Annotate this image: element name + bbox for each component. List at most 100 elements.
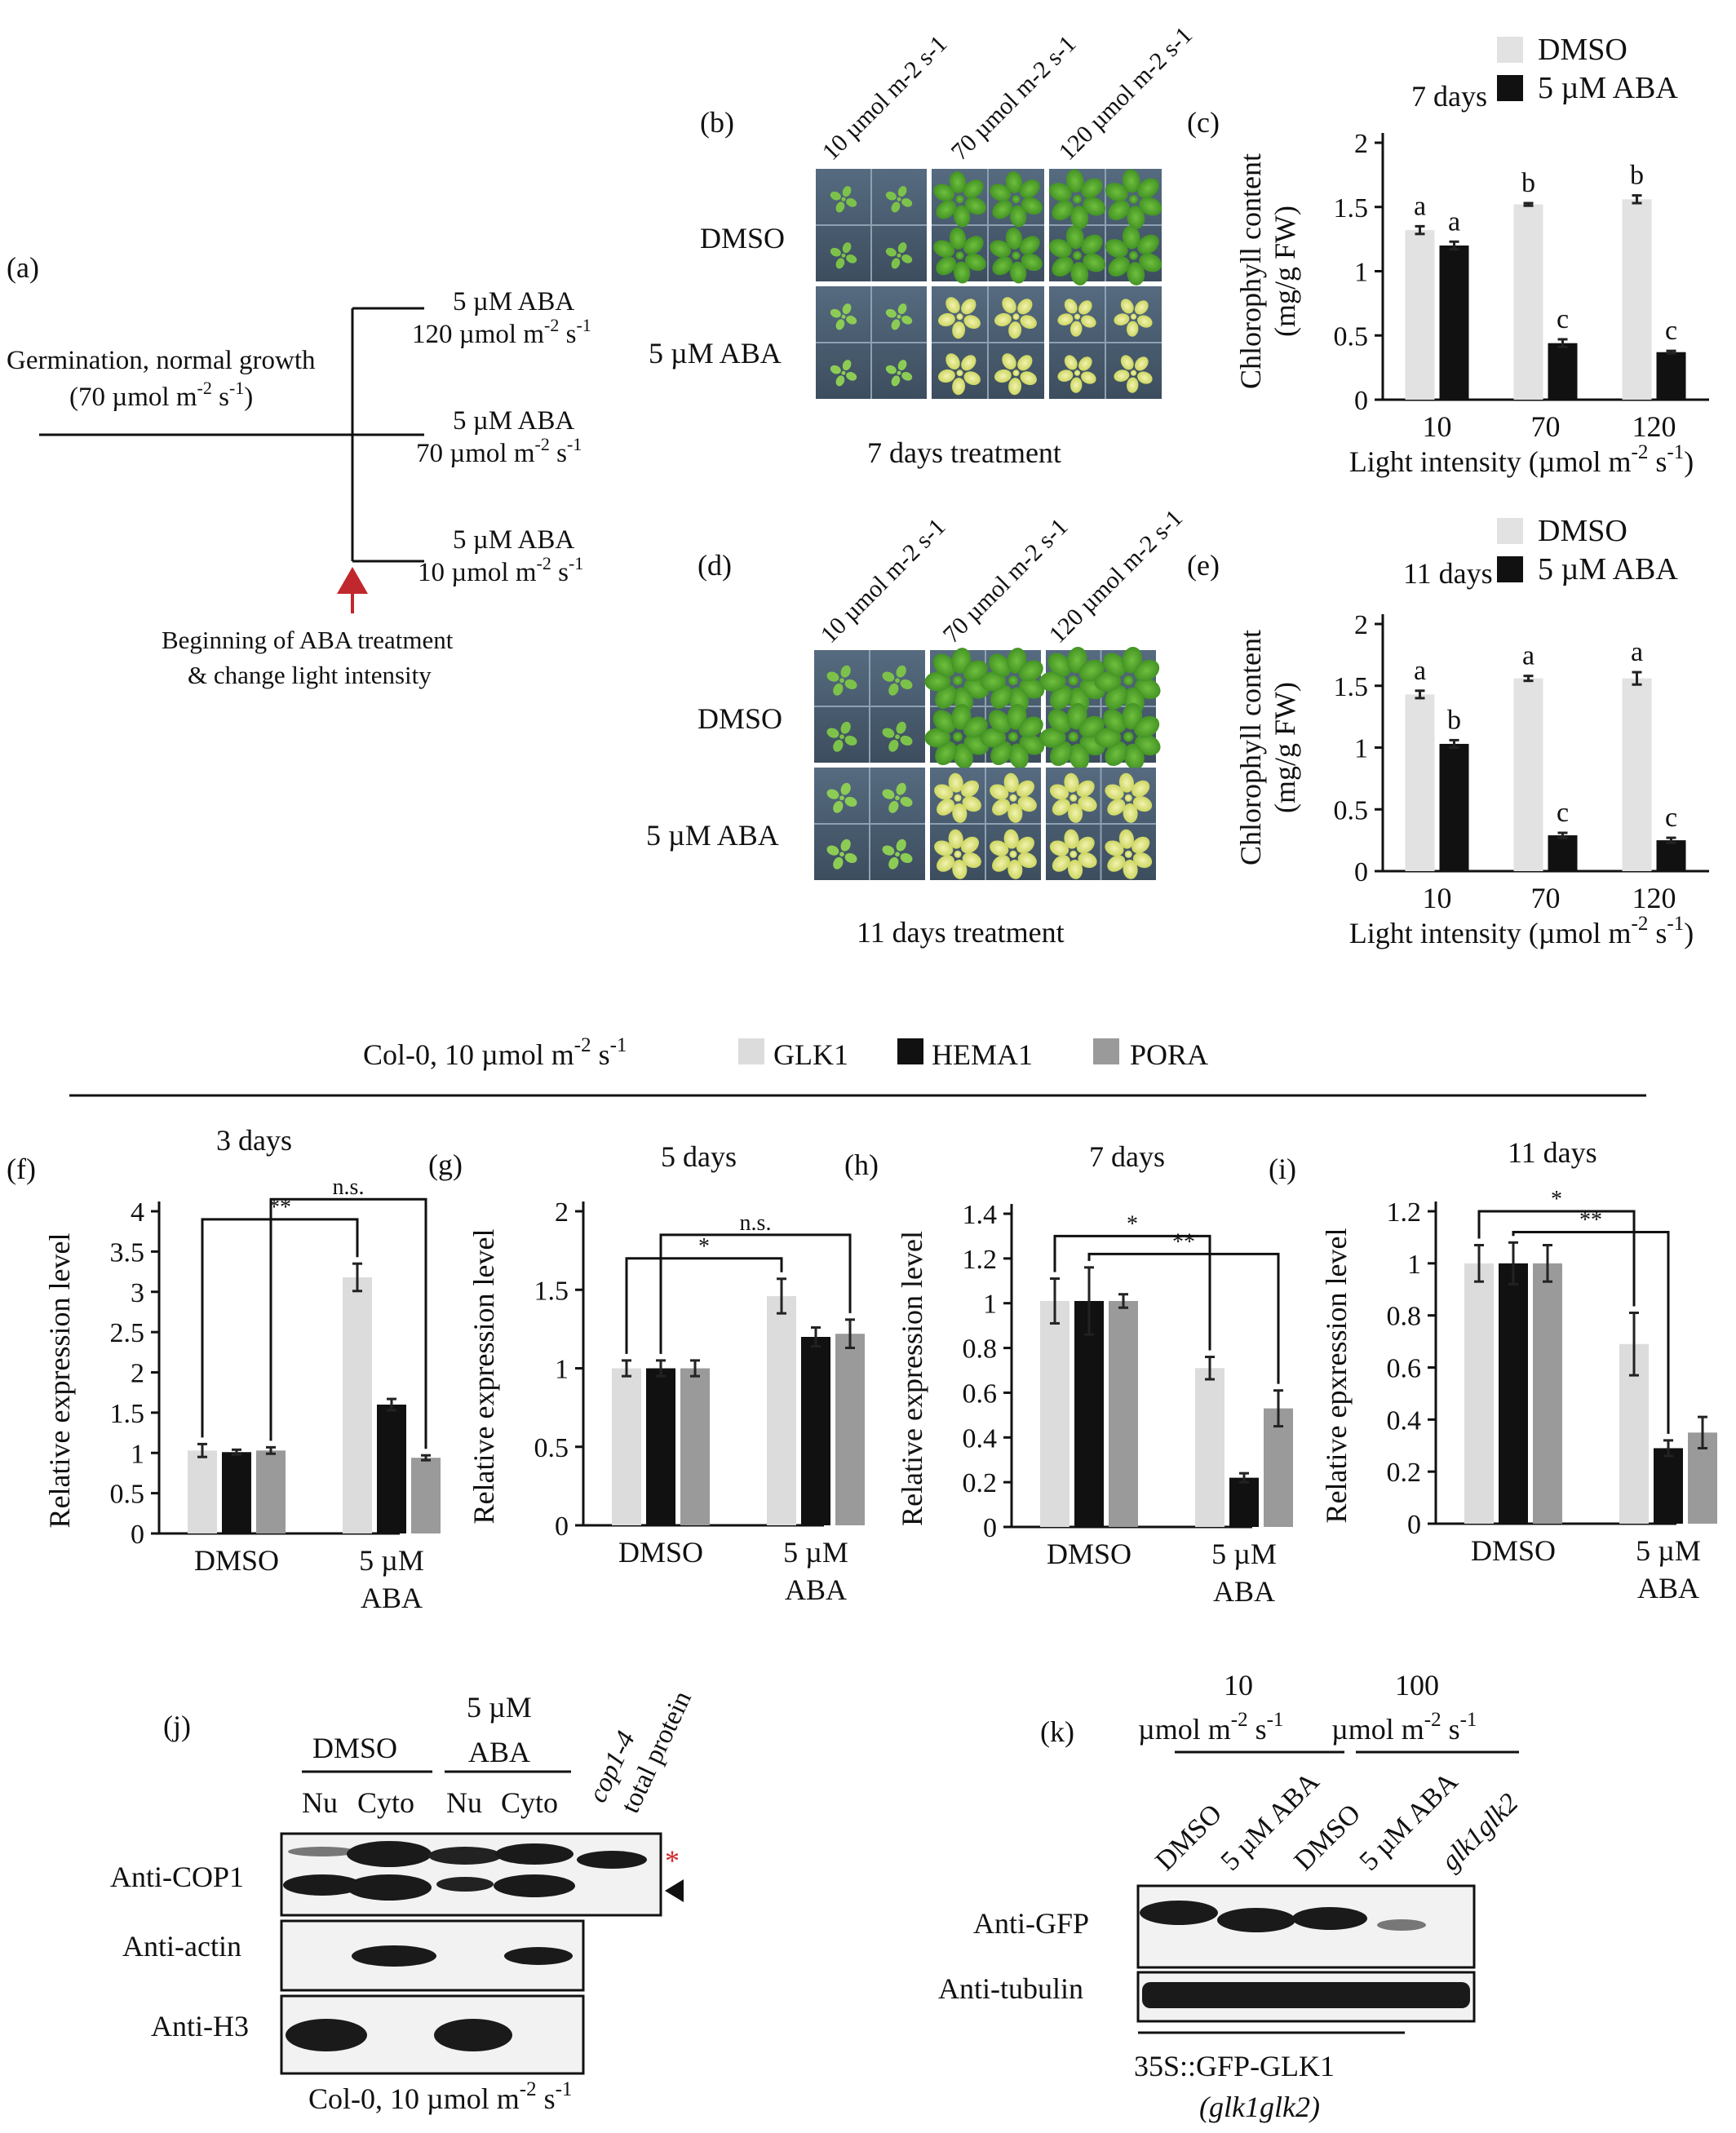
significance-letter: a (1522, 641, 1534, 671)
significance-mark: * (1127, 1211, 1138, 1237)
bar (612, 1368, 641, 1525)
y-tick-label: 0.2 (963, 1468, 998, 1498)
x-tick-label: 120 (1632, 882, 1676, 914)
panel-j-label: (j) (163, 1710, 191, 1742)
bar (1513, 678, 1543, 871)
significance-letter: c (1665, 316, 1677, 346)
y-tick-label: 0 (1407, 1510, 1421, 1540)
y-tick-label: 1.2 (1387, 1197, 1422, 1228)
chart-panel-label: (g) (428, 1148, 463, 1181)
bar (1195, 1368, 1224, 1527)
panel-j-caption: Col-0, 10 µmol m-2 s-1 (308, 2078, 572, 2115)
x-axis-label: Light intensity (µmol m-2 s-1) (1349, 441, 1694, 478)
y-tick-label: 3 (131, 1278, 144, 1308)
expression-legend: Col-0, 10 µmol m-2 s-1 GLK1 HEMA1 PORA (69, 1034, 1646, 1097)
y-tick-label: 0.5 (1334, 795, 1369, 825)
bar (1074, 1300, 1104, 1527)
panel-j-group-aba-2: ABA (468, 1736, 530, 1768)
panel-b-caption: 7 days treatment (867, 436, 1061, 469)
seedling (1038, 702, 1106, 770)
chart-title: 7 days (1411, 80, 1487, 113)
seedling (990, 228, 1043, 284)
seedling (1094, 646, 1161, 714)
seedling (934, 829, 981, 879)
plate-photo (1048, 169, 1162, 285)
lane-k-dmso-1: DMSO (1149, 1799, 1228, 1877)
significance-mark: ** (268, 1195, 291, 1220)
seedling (882, 665, 913, 696)
legend-label-hema1: HEMA1 (932, 1038, 1033, 1071)
significance-bracket (625, 1257, 783, 1354)
panel-j-group-aba-1: 5 µM (467, 1691, 532, 1724)
lane-cyto-1: Cyto (357, 1786, 414, 1819)
bar (1548, 343, 1578, 400)
significance-letter: b (1521, 168, 1535, 198)
y-tick-label: 1.5 (110, 1399, 145, 1429)
y-tick-label: 0.6 (1387, 1354, 1422, 1384)
bar (256, 1450, 286, 1533)
seedling (980, 648, 1045, 713)
branch-120-line2: 120 µmol m-2 s-1 (412, 315, 591, 349)
seedling (830, 360, 857, 387)
bar (1439, 246, 1469, 400)
legend-label: 5 µM ABA (1538, 71, 1678, 105)
significance-mark: n.s. (740, 1210, 772, 1236)
plate-photo (816, 286, 927, 399)
seedling (994, 353, 1037, 396)
significance-mark: n.s. (333, 1175, 365, 1200)
panel-d-column-10: 10 µmol m-2 s-1 (816, 513, 951, 648)
bar (1533, 1263, 1562, 1524)
bar (1622, 199, 1652, 400)
y-tick-label: 3.5 (110, 1237, 145, 1268)
legend-swatch-hema1 (897, 1038, 923, 1064)
blot-actin (280, 1919, 585, 1992)
blot-label-tubulin: Anti-tubulin (938, 1972, 1083, 2005)
seedling (980, 704, 1045, 769)
chart-title: 5 days (661, 1140, 737, 1173)
y-axis-label: Relative epxression level (1320, 1228, 1353, 1524)
y-tick-label: 0.4 (963, 1423, 998, 1454)
y-axis-label: Chlorophyll content (1234, 630, 1267, 865)
cop1-bands (283, 1841, 647, 1901)
seedling (885, 303, 913, 330)
panel-b-row-dmso: DMSO (700, 222, 785, 254)
legend-label: DMSO (1538, 33, 1628, 67)
bar (680, 1368, 710, 1525)
panel-j: (j) DMSO 5 µM ABA cop1-4 total protein N… (110, 1687, 698, 2115)
plate-photo (932, 286, 1044, 399)
seedling (1057, 299, 1096, 337)
chart-panel-label: (h) (844, 1148, 879, 1181)
significance-letter: a (1631, 637, 1643, 667)
y-tick-label: 1.5 (1334, 672, 1369, 702)
x-tick-label: DMSO (618, 1536, 703, 1569)
y-tick-label: 4 (131, 1197, 144, 1228)
seedling (937, 297, 981, 339)
significance-letter: c (1665, 803, 1677, 833)
y-tick-label: 0.8 (963, 1334, 998, 1365)
seedling (1094, 702, 1161, 770)
treatment-note-line1: Beginning of ABA treatment (162, 626, 454, 654)
y-tick-label: 0.4 (1387, 1405, 1422, 1436)
seedling (882, 721, 913, 752)
y-tick-label: 2 (1354, 610, 1368, 640)
y-tick-label: 0 (983, 1513, 997, 1543)
lane-nu-2: Nu (446, 1786, 482, 1819)
bar (188, 1450, 217, 1533)
significance-mark: * (1551, 1187, 1562, 1212)
panel-b-label: (b) (700, 106, 734, 139)
legend-label-glk1: GLK1 (773, 1038, 848, 1071)
significance-letter: c (1557, 304, 1569, 334)
x-tick-label: 5 µM (359, 1544, 424, 1577)
plate-photo (1038, 646, 1161, 770)
significance-letter: b (1630, 161, 1644, 191)
bar (1654, 1448, 1683, 1524)
seedling (1114, 355, 1153, 393)
seedling (1105, 225, 1162, 285)
blot-gfp (1136, 1884, 1476, 1969)
y-tick-label: 0.8 (1387, 1302, 1422, 1332)
x-tick-label: 5 µM (1211, 1538, 1277, 1570)
seedling (1049, 772, 1097, 823)
legend-swatch (1497, 556, 1523, 582)
x-tick-label: ABA (1637, 1572, 1699, 1604)
seedling (990, 829, 1037, 879)
